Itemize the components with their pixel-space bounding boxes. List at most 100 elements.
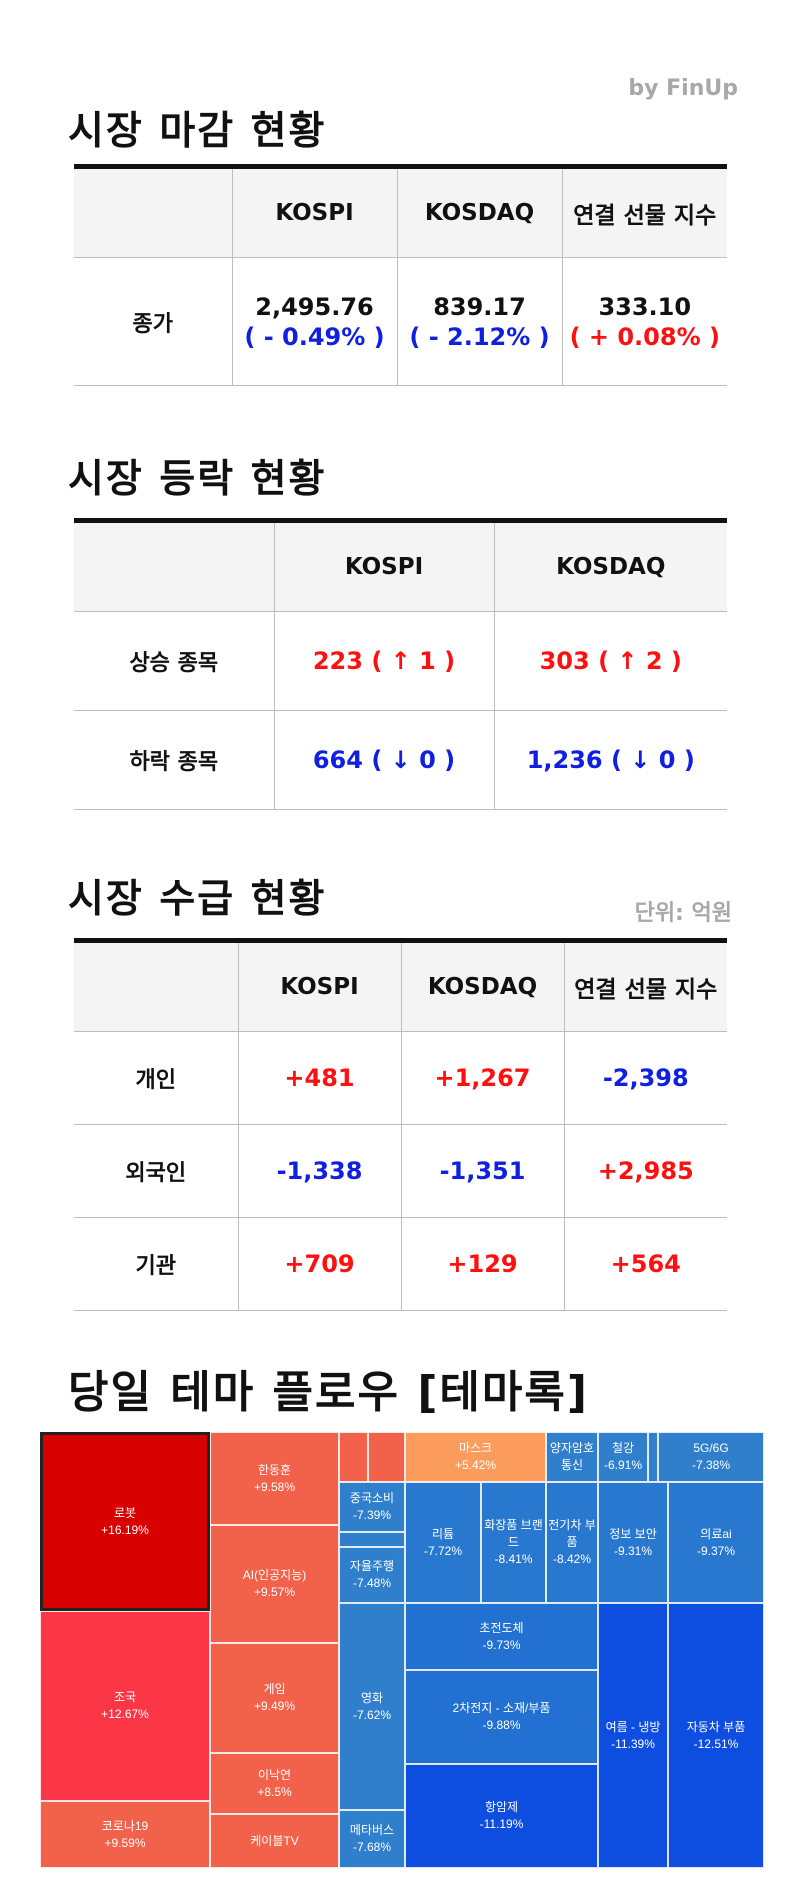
updown-row-rise: 상승 종목 223 ( ↑ 1 ) 303 ( ↑ 2 ) [74,611,727,711]
close-kosdaq-value: 839.17 [433,292,526,321]
treemap-cell-name: 한동훈 [257,1462,292,1477]
treemap-cell-change: -8.42% [552,1551,592,1566]
flow-table: KOSPI KOSDAQ 연결 선물 지수 개인 +481 +1,267 -2,… [74,938,727,1311]
treemap-cell-small-red-1[interactable] [339,1432,368,1482]
treemap-cell-anticancer[interactable]: 항암제 -11.19% [405,1764,598,1868]
treemap-cell-name: AI(인공지능) [242,1568,307,1583]
treemap-cell-name: 케이블TV [250,1833,299,1848]
treemap-cell-name: 5G/6G [693,1441,729,1456]
flow-header-row: KOSPI KOSDAQ 연결 선물 지수 [74,940,727,1032]
close-section-title: 시장 마감 현황 [68,109,327,154]
close-header-row: KOSPI KOSDAQ 연결 선물 지수 [74,166,727,258]
flow-institution-label: 기관 [74,1217,239,1311]
flow-individual-kospi: +481 [237,1031,402,1125]
flow-row-institution: 기관 +709 +129 +564 [74,1217,727,1311]
treemap-cell-name: 의료ai [700,1526,732,1541]
treemap-cell-cable-tv[interactable]: 케이블TV [210,1814,339,1868]
updown-header-kospi: KOSPI [273,520,495,612]
treemap-cell-change: +9.57% [253,1585,296,1599]
updown-header-kosdaq: KOSDAQ [493,520,727,612]
treemap-cell-change: +12.67% [101,1707,149,1721]
treemap-cell-name: 전기차 부품 [548,1518,596,1550]
treemap-cell-superconductor[interactable]: 초전도체 -9.73% [405,1603,598,1670]
treemap-cell-5g6g[interactable]: 5G/6G -7.38% [658,1432,764,1482]
treemap-cell-ai[interactable]: AI(인공지능) +9.57% [210,1525,339,1643]
treemap-cell-quantum-crypto[interactable]: 양자암호 통신 [546,1432,598,1482]
flow-header-futures: 연결 선물 지수 [563,940,727,1032]
treemap-cell-auto-parts[interactable]: 자동차 부품 -12.51% [668,1603,764,1868]
flow-row-individual: 개인 +481 +1,267 -2,398 [74,1031,727,1125]
close-header-empty [74,166,233,258]
treemap-cell-name: 항암제 [484,1800,519,1815]
treemap-cell-name: 화장품 브랜드 [484,1518,543,1550]
treemap-cell-change: -8.41% [494,1551,533,1566]
treemap-cell-change: -7.62% [352,1707,392,1722]
treemap-cell-name: 중국소비 [349,1491,395,1506]
treemap-cell-change: -7.38% [691,1458,731,1472]
treemap-cell-game[interactable]: 게임 +9.49% [210,1643,339,1753]
updown-fall-kosdaq: 1,236 ( ↓ 0 ) [493,710,727,810]
updown-rise-kosdaq: 303 ( ↑ 2 ) [493,611,727,711]
treemap-cell-change: -7.48% [352,1576,392,1590]
treemap-cell-info-security[interactable]: 정보 보안 -9.31% [598,1482,668,1603]
treemap-cell-metaverse[interactable]: 메타버스 -7.68% [339,1810,405,1868]
treemap-cell-autonomous[interactable]: 자율주행 -7.48% [339,1547,405,1603]
close-row-label: 종가 [74,257,233,386]
treemap-cell-steel[interactable]: 철강 -6.91% [598,1432,648,1482]
treemap-cell-change: +9.58% [253,1479,296,1494]
treemap-cell-ev-parts[interactable]: 전기차 부품 -8.42% [546,1482,598,1603]
flow-individual-futures: -2,398 [563,1031,727,1125]
updown-header-empty [74,520,275,612]
treemap-cell-name: 양자암호 통신 [549,1441,595,1472]
flow-header-empty [74,940,239,1032]
treemap-cell-change: -9.73% [482,1637,521,1652]
treemap-cell-name: 게임 [263,1682,286,1697]
updown-section-title: 시장 등락 현황 [68,457,327,502]
treemap-cell-small-red-2[interactable] [368,1432,405,1482]
treemap-cell-battery-materials[interactable]: 2차전지 - 소재/부품 -9.88% [405,1670,598,1764]
close-header-futures: 연결 선물 지수 [561,166,727,258]
treemap-cell-lee-nakyon[interactable]: 이낙연 +8.5% [210,1753,339,1814]
treemap-cell-han-donghoon[interactable]: 한동훈 +9.58% [210,1432,339,1525]
close-kospi-value: 2,495.76 [255,292,374,321]
treemap-cell-medical-ai[interactable]: 의료ai -9.37% [668,1482,764,1603]
treemap-cell-summer-cooling[interactable]: 여름 - 냉방 -11.39% [598,1603,668,1868]
treemap-cell-cosmetics[interactable]: 화장품 브랜드 -8.41% [481,1482,546,1603]
treemap-cell-name: 자동차 부품 [686,1719,746,1734]
close-header-kospi: KOSPI [231,166,398,258]
treemap-cell-name: 자율주행 [349,1559,395,1574]
treemap-cell-covid19[interactable]: 코로나19 +9.59% [40,1801,210,1868]
treemap-cell-lithium[interactable]: 리튬 -7.72% [405,1482,481,1603]
updown-fall-kospi: 664 ( ↓ 0 ) [273,710,495,810]
treemap-cell-change: -9.37% [696,1543,736,1558]
flow-individual-label: 개인 [74,1031,239,1125]
updown-fall-label: 하락 종목 [74,710,275,810]
treemap-cell-small-blue-2[interactable] [339,1532,405,1547]
updown-rise-label: 상승 종목 [74,611,275,711]
treemap-cell-movie[interactable]: 영화 -7.62% [339,1603,405,1810]
treemap-cell-name: 리튬 [431,1526,455,1541]
treemap-cell-change: +9.59% [104,1835,146,1850]
theme-treemap: 로봇 +16.19% 조국 +12.67% 코로나19 +9.59% 한동훈 +9.58… [40,1432,764,1868]
treemap-cell-china-consumer[interactable]: 중국소비 -7.39% [339,1482,405,1532]
close-cell-kospi: 2,495.76 ( - 0.49% ) [231,257,398,386]
treemap-cell-name: 메타버스 [349,1823,395,1838]
treemap-cell-small-blue[interactable] [648,1432,658,1482]
treemap-cell-change: +9.49% [253,1699,296,1713]
flow-header-kosdaq: KOSDAQ [400,940,565,1032]
treemap-cell-change: -7.72% [423,1543,463,1558]
treemap-cell-mask[interactable]: 마스크 +5.42% [405,1432,546,1482]
treemap-cell-change: -7.39% [352,1508,392,1522]
flow-row-foreign: 외국인 -1,338 -1,351 +2,985 [74,1124,727,1218]
treemap-cell-name: 코로나19 [101,1818,149,1833]
treemap-cell-name: 로봇 [113,1505,137,1520]
flow-foreign-kosdaq: -1,351 [400,1124,565,1218]
close-row: 종가 2,495.76 ( - 0.49% ) 839.17 ( - 2.12%… [74,257,727,386]
treemap-cell-cho-kuk[interactable]: 조국 +12.67% [40,1611,210,1801]
updown-rise-kospi: 223 ( ↑ 1 ) [273,611,495,711]
updown-table: KOSPI KOSDAQ 상승 종목 223 ( ↑ 1 ) 303 ( ↑ 2… [74,518,727,810]
treemap-cell-change: -11.19% [479,1817,524,1831]
treemap-cell-name: 영화 [360,1690,384,1705]
treemap-cell-name: 조국 [113,1690,137,1705]
treemap-cell-robot[interactable]: 로봇 +16.19% [40,1432,210,1611]
